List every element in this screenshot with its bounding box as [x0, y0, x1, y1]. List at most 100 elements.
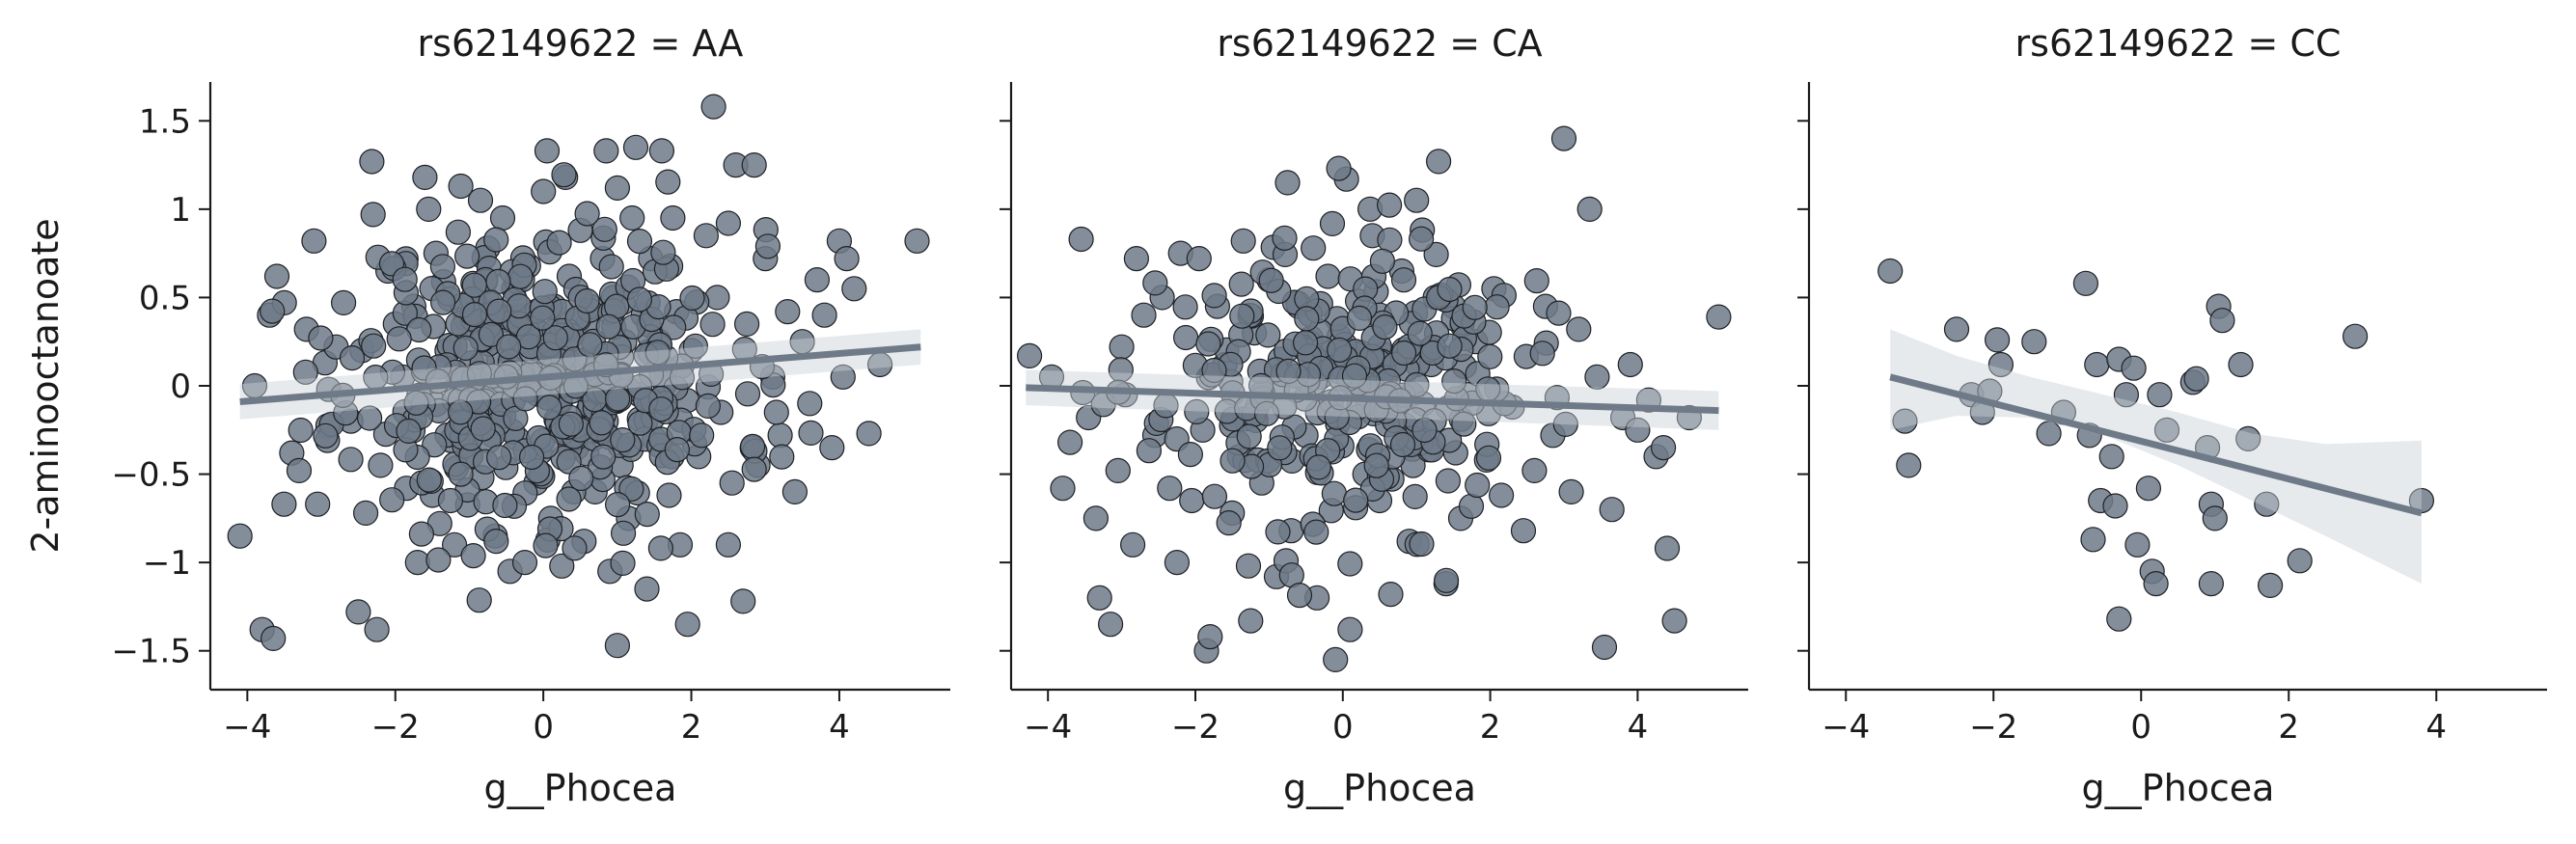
- data-point: [1462, 294, 1488, 320]
- data-point: [2287, 548, 2313, 574]
- data-point: [1216, 509, 1242, 536]
- data-point: [2254, 491, 2280, 517]
- data-point: [1877, 258, 1904, 285]
- data-point: [445, 219, 471, 245]
- data-point: [313, 422, 339, 449]
- data-point: [1172, 324, 1199, 351]
- data-point: [416, 467, 442, 493]
- data-point: [1228, 271, 1254, 297]
- data-point: [353, 500, 379, 527]
- data-point: [454, 243, 480, 269]
- data-point: [699, 312, 726, 338]
- data-point: [1404, 371, 1430, 397]
- data-point: [634, 501, 660, 528]
- x-axis-label: g__Phocea: [2082, 767, 2275, 809]
- data-point: [2228, 351, 2254, 378]
- data-point: [422, 432, 448, 458]
- data-point: [1390, 340, 1417, 367]
- data-point: [1441, 368, 1467, 395]
- data-point: [1617, 351, 1643, 378]
- data-point: [904, 228, 930, 254]
- data-point: [308, 325, 334, 351]
- data-point: [416, 196, 442, 222]
- data-point: [647, 535, 674, 561]
- data-point: [1529, 340, 1555, 367]
- data-point: [2198, 570, 2224, 597]
- data-point: [1326, 155, 1352, 181]
- data-point: [811, 302, 837, 328]
- data-point: [1389, 431, 1416, 458]
- data-point: [1650, 435, 1677, 461]
- data-point: [1265, 519, 1291, 545]
- data-point: [568, 465, 594, 491]
- data-point: [511, 549, 538, 576]
- x-tick-label: −2: [371, 708, 420, 747]
- data-point: [430, 289, 456, 315]
- data-point: [763, 399, 789, 425]
- data-point: [492, 492, 518, 519]
- data-point: [1323, 646, 1349, 673]
- data-point: [1294, 306, 1320, 332]
- data-point: [361, 333, 387, 359]
- data-point: [437, 487, 463, 514]
- data-point: [682, 333, 709, 359]
- data-point: [856, 421, 882, 447]
- data-point: [733, 311, 760, 337]
- data-point: [1229, 303, 1255, 329]
- data-point: [781, 478, 808, 504]
- data-point: [1082, 505, 1110, 531]
- data-point: [1408, 226, 1435, 252]
- data-point: [305, 491, 331, 517]
- data-point: [1475, 445, 1502, 471]
- data-point: [403, 390, 429, 416]
- data-point: [2084, 351, 2110, 378]
- data-point: [804, 267, 831, 293]
- data-point: [589, 410, 615, 436]
- x-axis-label: g__Phocea: [1283, 767, 1476, 809]
- data-point: [271, 491, 297, 517]
- data-point: [1591, 634, 1618, 661]
- data-point: [1369, 248, 1396, 274]
- data-point: [1184, 398, 1210, 424]
- data-point: [2036, 421, 2062, 447]
- data-point: [442, 531, 468, 558]
- data-point: [448, 399, 474, 425]
- data-point: [1219, 448, 1246, 474]
- data-point: [1423, 241, 1449, 267]
- x-axis-label: g__Phocea: [484, 767, 677, 809]
- data-point: [507, 263, 534, 289]
- data-point: [634, 576, 660, 602]
- data-point: [2021, 329, 2047, 355]
- data-point: [386, 326, 412, 352]
- y-tick-label: 1.5: [139, 102, 191, 141]
- data-point: [1321, 480, 1348, 506]
- data-point: [425, 547, 452, 573]
- data-point: [679, 285, 705, 312]
- data-point: [1142, 270, 1168, 296]
- data-point: [2202, 505, 2228, 531]
- data-point: [2072, 270, 2098, 296]
- data-point: [604, 386, 631, 412]
- x-tick-label: 2: [681, 708, 702, 747]
- x-tick-label: 4: [2425, 708, 2447, 747]
- data-point: [604, 491, 631, 518]
- y-tick-label: −1: [143, 544, 191, 583]
- data-point: [368, 452, 394, 478]
- facet-panel-aa: rs62149622 = AA g__Phocea 2-aminooctanoa…: [24, 22, 950, 809]
- data-point: [591, 216, 617, 242]
- data-point: [518, 444, 545, 471]
- data-point: [1186, 246, 1212, 272]
- data-point: [656, 482, 682, 508]
- data-point: [1305, 454, 1331, 480]
- data-point: [227, 523, 253, 549]
- data-point: [1576, 196, 1603, 222]
- y-tick-label: −0.5: [111, 456, 191, 495]
- data-point: [1625, 417, 1651, 443]
- data-point: [364, 616, 390, 642]
- data-point: [689, 422, 715, 449]
- data-point: [448, 173, 474, 200]
- data-point: [1465, 472, 1491, 499]
- data-point: [830, 364, 856, 390]
- data-point: [1892, 408, 1918, 434]
- data-point: [1343, 487, 1369, 513]
